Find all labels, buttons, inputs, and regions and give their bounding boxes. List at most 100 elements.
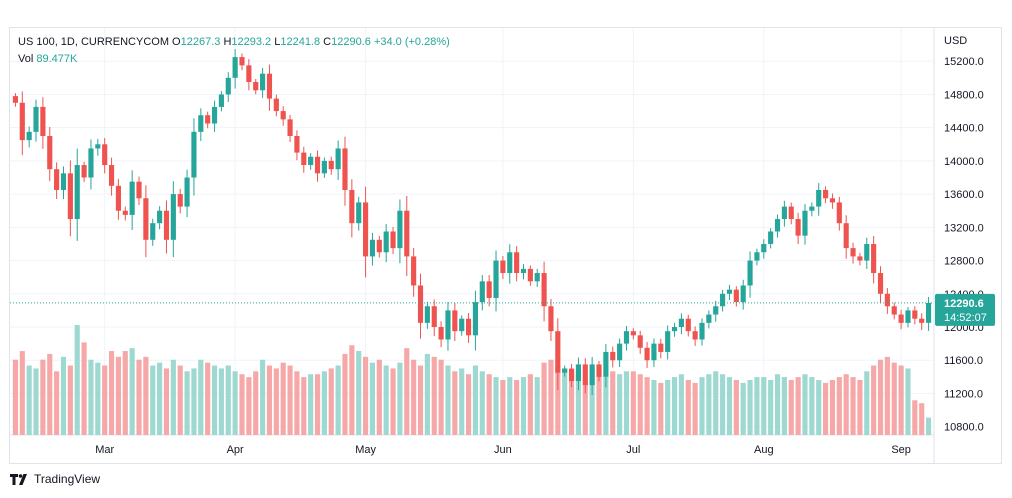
volume-bar bbox=[747, 380, 753, 435]
volume-bar bbox=[713, 371, 719, 435]
volume-bar bbox=[404, 348, 410, 435]
candle-body bbox=[129, 181, 135, 215]
volume-bar bbox=[335, 365, 341, 435]
candle-body bbox=[754, 252, 760, 261]
candle-body bbox=[781, 206, 787, 220]
volume-bar bbox=[47, 353, 53, 435]
candle-body bbox=[232, 57, 238, 78]
x-tick-label: Apr bbox=[227, 444, 244, 456]
candle-body bbox=[836, 202, 842, 224]
volume-bar bbox=[26, 365, 32, 435]
volume-bar bbox=[445, 365, 451, 435]
candle-body bbox=[136, 181, 142, 199]
candle-body bbox=[548, 306, 554, 332]
volume-legend: Vol 89.477K bbox=[18, 53, 77, 65]
candle-body bbox=[603, 351, 609, 377]
volume-bar bbox=[95, 362, 101, 435]
candle-body bbox=[205, 115, 211, 124]
volume-bar bbox=[527, 374, 533, 435]
candle-body bbox=[424, 306, 430, 323]
candle-body bbox=[857, 256, 863, 261]
volume-bar bbox=[623, 371, 630, 435]
volume-bar bbox=[651, 380, 657, 435]
volume-bar bbox=[555, 365, 561, 435]
candle-body bbox=[273, 98, 279, 112]
volume-bar bbox=[836, 377, 842, 435]
last-price-tag bbox=[935, 293, 995, 326]
low-label: L bbox=[274, 36, 281, 48]
candle-body bbox=[610, 351, 616, 361]
volume-bar bbox=[211, 365, 218, 435]
volume-bar bbox=[843, 374, 849, 435]
candle-body bbox=[314, 156, 321, 174]
volume-bar bbox=[143, 356, 149, 435]
candle-body bbox=[211, 106, 218, 124]
volume-bar bbox=[177, 365, 183, 435]
volume-bar bbox=[246, 377, 252, 435]
volume-bar bbox=[40, 359, 46, 435]
volume-bar bbox=[809, 377, 815, 435]
candle-body bbox=[726, 289, 733, 294]
candle-body bbox=[891, 306, 897, 315]
candle-body bbox=[500, 260, 506, 274]
volume-bar bbox=[253, 371, 259, 435]
candle-body bbox=[150, 223, 156, 240]
volume-bar bbox=[925, 417, 932, 435]
volume-bar bbox=[678, 374, 684, 435]
candle-body bbox=[397, 210, 403, 249]
candle-body bbox=[802, 210, 808, 236]
candle-body bbox=[294, 135, 300, 153]
volume-bar bbox=[218, 368, 224, 435]
volume-bar bbox=[816, 380, 822, 435]
candle-body bbox=[665, 331, 671, 352]
candle-body bbox=[623, 331, 630, 344]
candle-body bbox=[280, 111, 286, 120]
candle-body bbox=[465, 318, 472, 336]
volume-bar bbox=[397, 362, 403, 435]
candle-body bbox=[788, 206, 794, 220]
candle-body bbox=[19, 102, 25, 141]
candle-body bbox=[809, 206, 815, 211]
candle-body bbox=[644, 347, 650, 361]
volume-bar bbox=[424, 353, 430, 435]
volume-bar bbox=[136, 359, 142, 435]
candle-body bbox=[383, 231, 389, 253]
volume-bar bbox=[610, 371, 616, 435]
candle-body bbox=[774, 219, 781, 232]
volume-bar bbox=[596, 371, 602, 435]
candle-body bbox=[88, 148, 94, 178]
candle-body bbox=[335, 148, 341, 170]
candle-body bbox=[905, 310, 911, 323]
low-value: 12241.8 bbox=[280, 36, 321, 48]
volume-bar bbox=[871, 365, 877, 435]
y-tick-label: 11600.0 bbox=[944, 355, 983, 367]
candle-body bbox=[534, 273, 540, 282]
x-tick-label: May bbox=[355, 444, 376, 456]
volume-bar bbox=[417, 365, 424, 435]
candle-body bbox=[404, 210, 410, 257]
candle-body bbox=[108, 165, 115, 186]
volume-bar bbox=[850, 377, 856, 435]
volume-bar bbox=[363, 356, 369, 435]
volume-bar bbox=[864, 371, 870, 435]
volume-bar bbox=[452, 371, 458, 435]
candle-body bbox=[795, 219, 801, 236]
volume-bar bbox=[115, 356, 121, 435]
candle-body bbox=[122, 210, 128, 215]
candle-body bbox=[843, 223, 849, 249]
high-label: H bbox=[223, 36, 232, 48]
tradingview-brand[interactable]: TradingView bbox=[10, 472, 100, 486]
candle-body bbox=[239, 57, 245, 66]
volume-bar bbox=[19, 351, 25, 435]
candle-body bbox=[177, 194, 183, 207]
candle-body bbox=[823, 189, 829, 199]
candle-body bbox=[115, 185, 121, 211]
volume-bar bbox=[266, 365, 273, 435]
volume-bar bbox=[486, 374, 492, 435]
x-tick-label: Aug bbox=[754, 444, 774, 456]
volume-bar bbox=[465, 374, 472, 435]
last-price-countdown: 14:52:07 bbox=[944, 312, 987, 324]
candle-body bbox=[637, 335, 643, 348]
volume-bar bbox=[170, 359, 176, 435]
